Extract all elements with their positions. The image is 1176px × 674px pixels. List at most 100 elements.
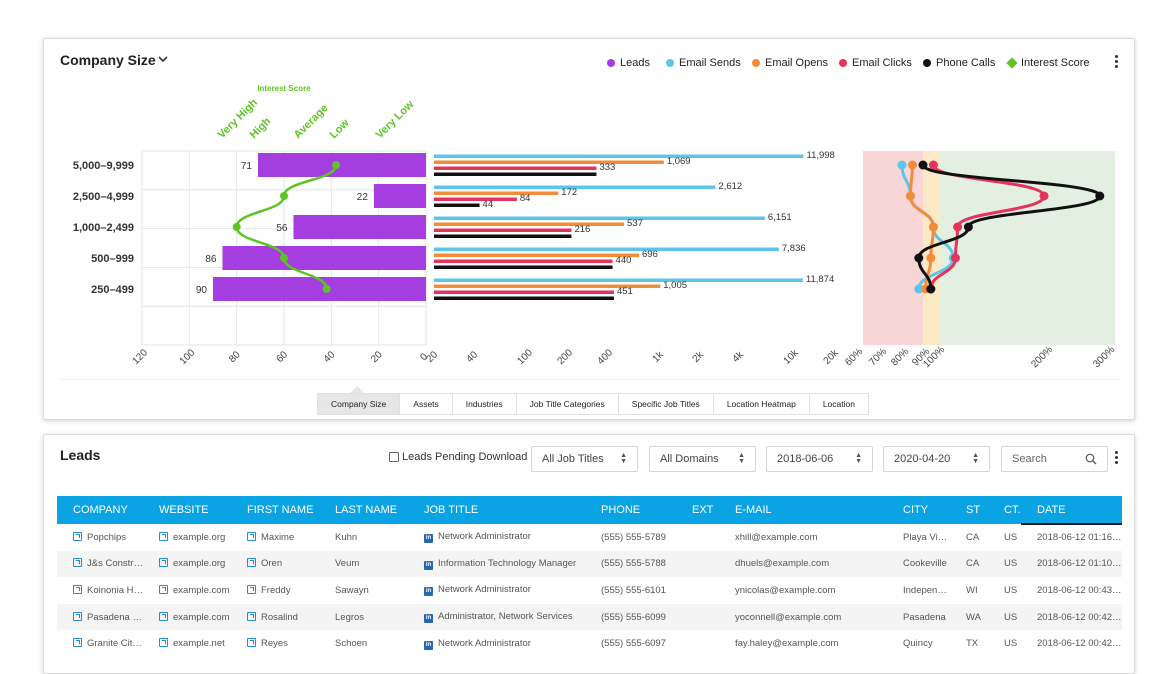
table-cell[interactable]: in Administrator, Network Services	[408, 603, 585, 631]
exposure-value-label: 216	[574, 224, 590, 235]
end-date-select[interactable]: 2020-04-20 ▲ ▼	[883, 446, 990, 472]
table-cell[interactable]: Reyes	[231, 630, 319, 657]
table-cell[interactable]: example.org	[143, 550, 231, 578]
external-link-icon[interactable]	[247, 558, 256, 568]
leads-pending-label: Leads Pending Download	[402, 451, 528, 463]
external-link-icon[interactable]	[159, 584, 168, 594]
external-link-icon[interactable]	[159, 611, 168, 621]
tab-job-title-categories[interactable]: Job Title Categories	[516, 393, 619, 415]
column-header[interactable]: ST	[950, 496, 988, 524]
cell-text: US	[1004, 558, 1018, 570]
x-tick-label: 300%	[1091, 344, 1117, 369]
more-options-icon[interactable]	[1113, 451, 1119, 465]
column-header[interactable]: PHONE	[585, 496, 676, 524]
leads-pending-toggle[interactable]: Leads Pending Download	[389, 451, 527, 463]
table-cell[interactable]: example.com	[143, 577, 231, 604]
table-row[interactable]: Pasadena City example.com Rosalind Legros in…	[57, 603, 1122, 631]
start-date-select[interactable]: 2018-06-06 ▲ ▼	[766, 446, 873, 472]
exposure-bar	[434, 234, 572, 238]
table-cell[interactable]: in Network Administrator	[408, 630, 585, 657]
column-header[interactable]: JOB TITLE	[408, 496, 585, 524]
linkedin-icon[interactable]: in	[424, 534, 433, 544]
linkedin-icon[interactable]: in	[424, 587, 433, 597]
external-link-icon[interactable]	[159, 638, 168, 648]
external-link-icon[interactable]	[73, 584, 82, 594]
column-header[interactable]: WEBSITE	[143, 496, 231, 524]
table-cell[interactable]: example.org	[143, 524, 231, 551]
table-row[interactable]: Koinonia Home example.com Freddy Sawayn in Ne…	[57, 577, 1122, 604]
column-header[interactable]: CT...	[988, 496, 1021, 524]
cell-text: Cookeville	[903, 558, 947, 570]
search-input[interactable]: Search	[1001, 446, 1108, 472]
table-cell[interactable]: Popchips	[57, 524, 143, 551]
search-icon[interactable]	[1085, 453, 1097, 465]
external-link-icon[interactable]	[247, 531, 256, 541]
linkedin-icon[interactable]: in	[424, 640, 433, 650]
external-link-icon[interactable]	[73, 531, 82, 541]
table-cell: 2018-06-12 00:42:...	[1021, 603, 1122, 631]
column-header[interactable]: FIRST NAME	[231, 496, 319, 524]
table-cell[interactable]: Rosalind	[231, 603, 319, 631]
linkedin-icon[interactable]: in	[424, 614, 433, 624]
external-link-icon[interactable]	[73, 558, 82, 568]
cell-text: Independen...	[903, 584, 950, 596]
cell-text: Reyes	[261, 638, 288, 650]
card-title: Company Size	[60, 52, 156, 68]
column-header[interactable]: DATE	[1021, 496, 1122, 525]
tab-industries[interactable]: Industries	[452, 393, 517, 415]
checkbox-icon[interactable]	[389, 452, 399, 462]
table-row[interactable]: Granite City Ele example.net Reyes Schoen in…	[57, 630, 1122, 657]
leads-bar	[222, 246, 426, 270]
external-link-icon[interactable]	[247, 638, 256, 648]
column-header[interactable]: EXT	[676, 496, 719, 524]
table-cell[interactable]: Oren	[231, 550, 319, 578]
tab-company-size[interactable]: Company Size	[317, 393, 401, 415]
column-header[interactable]: CITY	[887, 496, 950, 524]
table-cell[interactable]: Freddy	[231, 577, 319, 604]
table-cell: CA	[950, 550, 988, 578]
job-titles-select[interactable]: All Job Titles ▲ ▼	[531, 446, 638, 472]
table-cell[interactable]: in Network Administrator	[408, 577, 585, 604]
legend-item[interactable]: Email Sends	[666, 57, 741, 69]
table-cell[interactable]: example.net	[143, 630, 231, 657]
legend-item[interactable]: Interest Score	[1006, 57, 1089, 69]
chevron-down-icon[interactable]	[157, 53, 169, 65]
table-cell[interactable]: Granite City Ele	[57, 630, 143, 657]
table-row[interactable]: J&s Constructio example.org Oren Veum in Info…	[57, 550, 1122, 578]
external-link-icon[interactable]	[159, 531, 168, 541]
domains-select[interactable]: All Domains ▲ ▼	[649, 446, 756, 472]
x-tick-label: 70%	[867, 346, 889, 368]
cell-text: CA	[966, 531, 980, 543]
column-header[interactable]: LAST NAME	[319, 496, 408, 524]
exposure-bar	[434, 247, 779, 251]
exposure-value-label: 1,005	[663, 280, 687, 291]
table-cell[interactable]: Koinonia Home	[57, 577, 143, 604]
table-cell[interactable]: in Network Administrator	[408, 524, 585, 551]
cell-text: US	[1004, 584, 1018, 596]
column-header[interactable]: E-MAIL	[719, 496, 887, 524]
external-link-icon[interactable]	[247, 584, 256, 594]
legend-item[interactable]: Email Clicks	[839, 57, 912, 69]
legend-item[interactable]: Leads	[607, 57, 650, 69]
external-link-icon[interactable]	[73, 611, 82, 621]
tab-specific-job-titles[interactable]: Specific Job Titles	[618, 393, 714, 415]
linkedin-icon[interactable]: in	[424, 560, 433, 570]
external-link-icon[interactable]	[73, 638, 82, 648]
external-link-icon[interactable]	[247, 611, 256, 621]
column-header[interactable]: COMPANY	[57, 496, 143, 524]
more-options-icon[interactable]	[1113, 55, 1119, 69]
table-row[interactable]: Popchips example.org Maxime Kuhn in Network A…	[57, 524, 1122, 551]
legend-item[interactable]: Phone Calls	[923, 57, 995, 69]
tab-location-heatmap[interactable]: Location Heatmap	[713, 393, 810, 415]
table-cell[interactable]: Pasadena City	[57, 603, 143, 631]
table-cell[interactable]: Maxime	[231, 524, 319, 551]
table-cell[interactable]: example.com	[143, 603, 231, 631]
tab-assets[interactable]: Assets	[400, 393, 453, 415]
legend-item[interactable]: Email Opens	[752, 57, 828, 69]
tab-location[interactable]: Location	[809, 393, 869, 415]
cell-text: example.com	[173, 584, 230, 596]
external-link-icon[interactable]	[159, 558, 168, 568]
table-cell: (555) 555-5789	[585, 524, 676, 551]
table-cell[interactable]: J&s Constructio	[57, 550, 143, 578]
table-cell[interactable]: in Information Technology Manager	[408, 550, 585, 578]
